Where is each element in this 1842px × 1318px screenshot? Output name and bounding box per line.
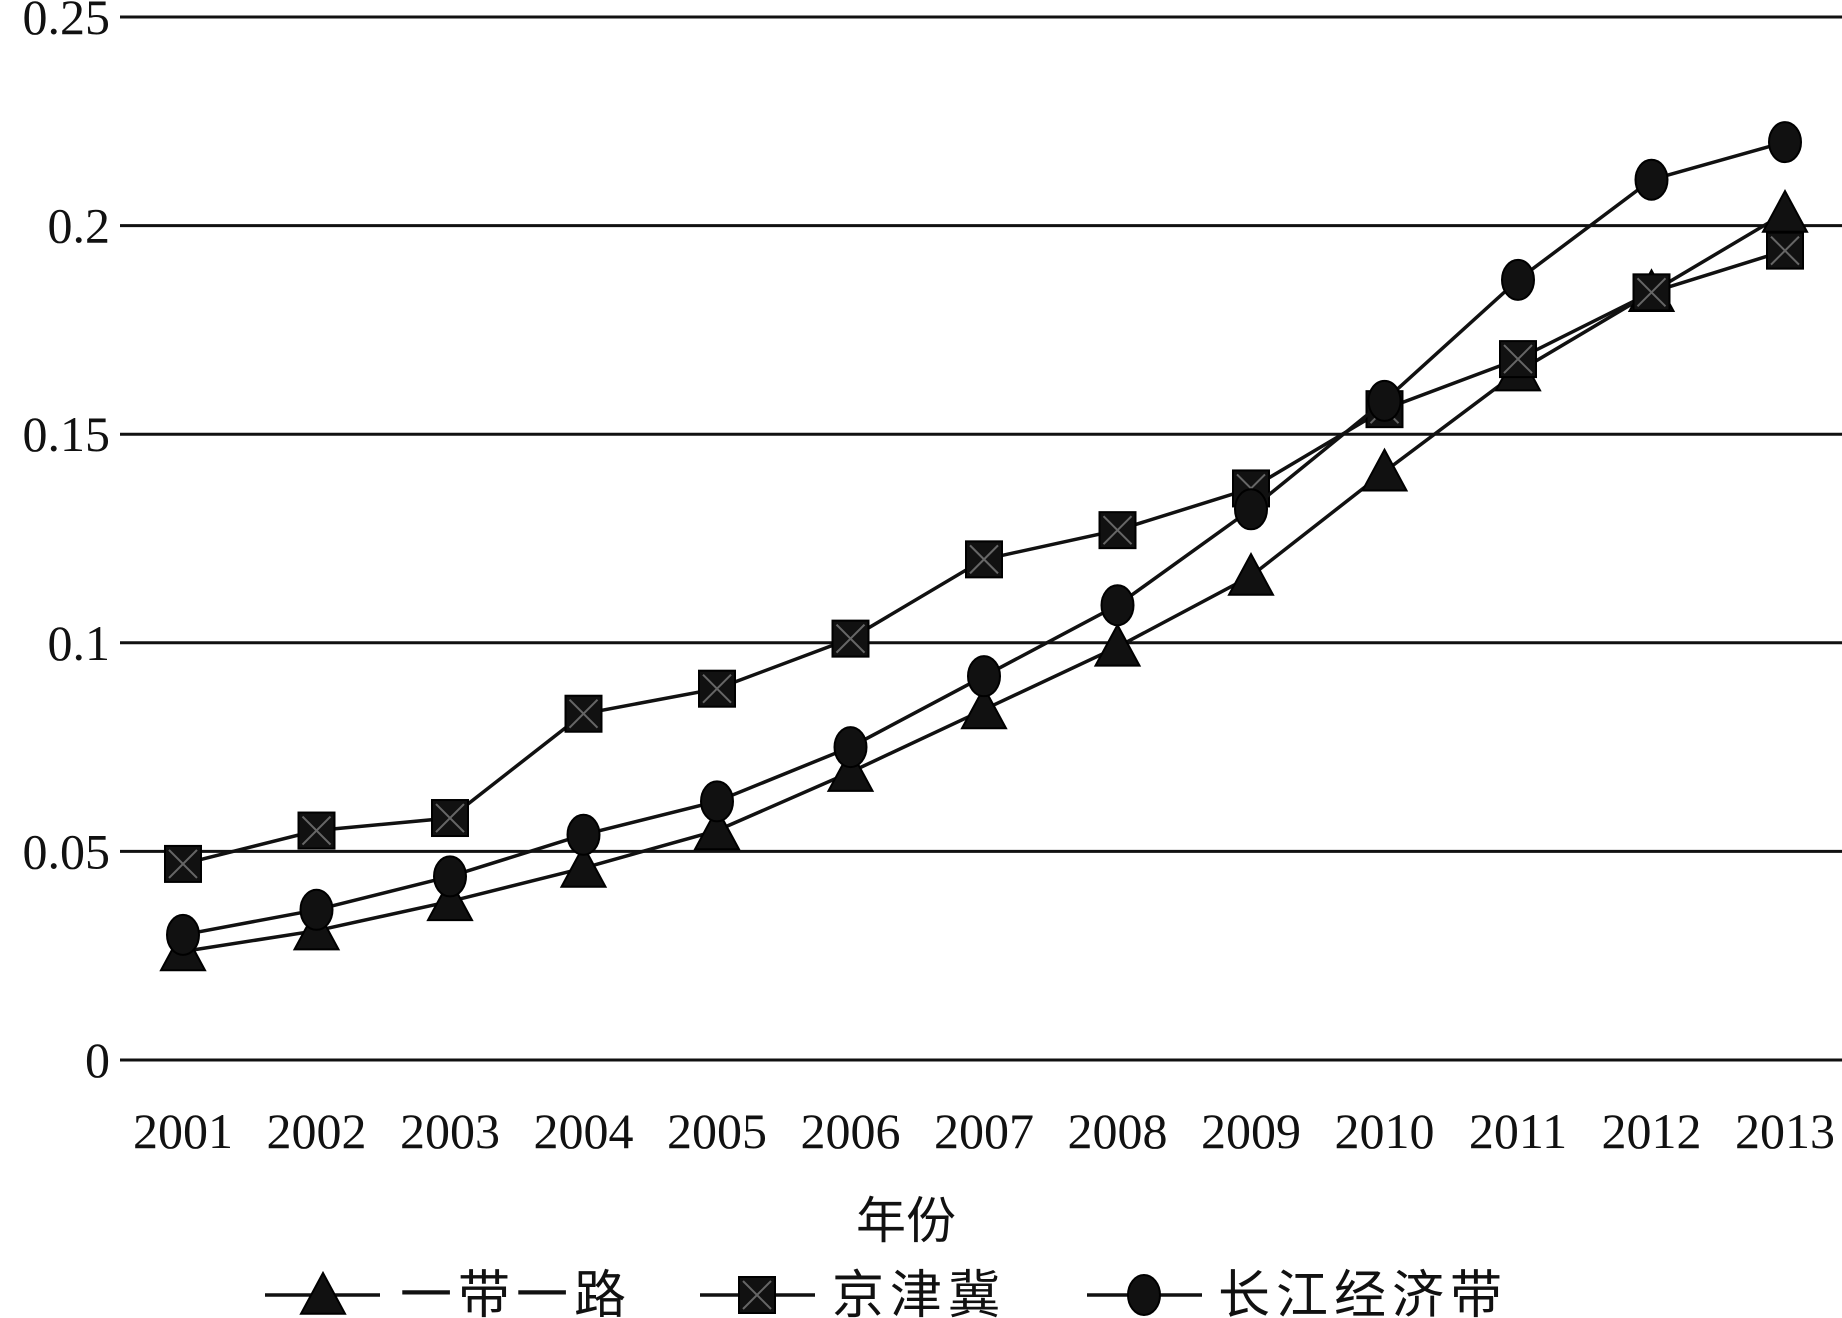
marker-cross <box>969 544 999 575</box>
gridlines <box>120 15 1842 1062</box>
y-tick-label: 0.2 <box>48 198 111 254</box>
legend-item: 一带一路 <box>265 1266 632 1318</box>
data-point <box>1634 158 1669 201</box>
data-point <box>967 655 1001 698</box>
marker-cross <box>742 1280 772 1310</box>
series-1 <box>159 188 1809 972</box>
data-point <box>1501 258 1535 301</box>
marker-cross <box>1636 277 1667 308</box>
x-tick-label: 2013 <box>1735 1103 1835 1159</box>
x-tick-label: 2010 <box>1335 1103 1435 1159</box>
y-tick-label: 0.05 <box>23 823 111 879</box>
x-tick-label: 2006 <box>801 1103 901 1159</box>
legend-label: 京津冀 <box>832 1266 1006 1318</box>
x-axis-title: 年份 <box>856 1192 956 1250</box>
legend: 一带一路 京津冀 长江经济带 <box>265 1266 1508 1318</box>
data-point <box>1127 1274 1161 1316</box>
data-point <box>833 726 868 769</box>
data-point <box>960 685 1008 730</box>
x-tick-label: 2003 <box>400 1103 500 1159</box>
x-tick-label: 2004 <box>534 1103 634 1159</box>
data-point <box>693 806 741 851</box>
marker-cross <box>435 803 465 833</box>
data-point <box>1367 379 1402 422</box>
legend-item: 京津冀 <box>700 1266 1006 1318</box>
data-point <box>1360 447 1409 492</box>
data-point <box>1227 551 1275 596</box>
data-point <box>1093 622 1142 667</box>
series-2 <box>164 231 1804 883</box>
y-tick-labels: 0 0.05 0.1 0.15 0.2 0.25 <box>23 0 111 1088</box>
series-group <box>159 121 1809 972</box>
marker-cross <box>835 623 866 654</box>
x-tick-label: 2009 <box>1201 1103 1301 1159</box>
marker-cross <box>1770 235 1800 266</box>
legend-item: 长江经济带 <box>1087 1266 1508 1318</box>
data-point <box>700 780 734 823</box>
data-point <box>426 877 474 922</box>
data-point <box>1768 121 1802 164</box>
data-point <box>1761 188 1809 233</box>
data-point <box>566 813 601 856</box>
y-tick-label: 0 <box>85 1032 110 1088</box>
marker-cross <box>1503 344 1533 374</box>
x-tick-label: 2007 <box>934 1103 1034 1159</box>
series-3 <box>166 121 1802 956</box>
marker-cross <box>301 815 332 846</box>
x-tick-label: 2012 <box>1602 1103 1702 1159</box>
x-tick-label: 2005 <box>667 1103 767 1159</box>
marker-cross <box>168 849 198 879</box>
series-line <box>182 211 1786 954</box>
x-tick-label: 2011 <box>1469 1103 1567 1159</box>
data-point <box>826 748 875 792</box>
x-tick-label: 2008 <box>1068 1103 1168 1159</box>
data-point <box>1100 584 1135 627</box>
data-point <box>299 888 334 931</box>
data-point <box>1234 488 1268 531</box>
marker-cross <box>702 673 732 704</box>
legend-label: 长江经济带 <box>1218 1266 1508 1318</box>
data-point <box>299 1270 347 1315</box>
marker-cross <box>568 699 599 729</box>
x-tick-label: 2001 <box>133 1103 233 1159</box>
legend-label: 一带一路 <box>400 1266 632 1318</box>
x-tick-labels: 2001 2002 2003 2004 2005 2006 2007 2008 2009 2010… <box>133 1103 1835 1159</box>
data-point <box>433 855 467 898</box>
y-tick-label: 0.1 <box>48 615 111 671</box>
marker-cross <box>1102 515 1133 545</box>
y-tick-label: 0.25 <box>23 0 111 45</box>
data-point <box>559 843 608 888</box>
data-point <box>166 913 200 956</box>
y-tick-label: 0.15 <box>23 406 111 462</box>
x-tick-label: 2002 <box>267 1103 367 1159</box>
series-line <box>182 140 1786 937</box>
